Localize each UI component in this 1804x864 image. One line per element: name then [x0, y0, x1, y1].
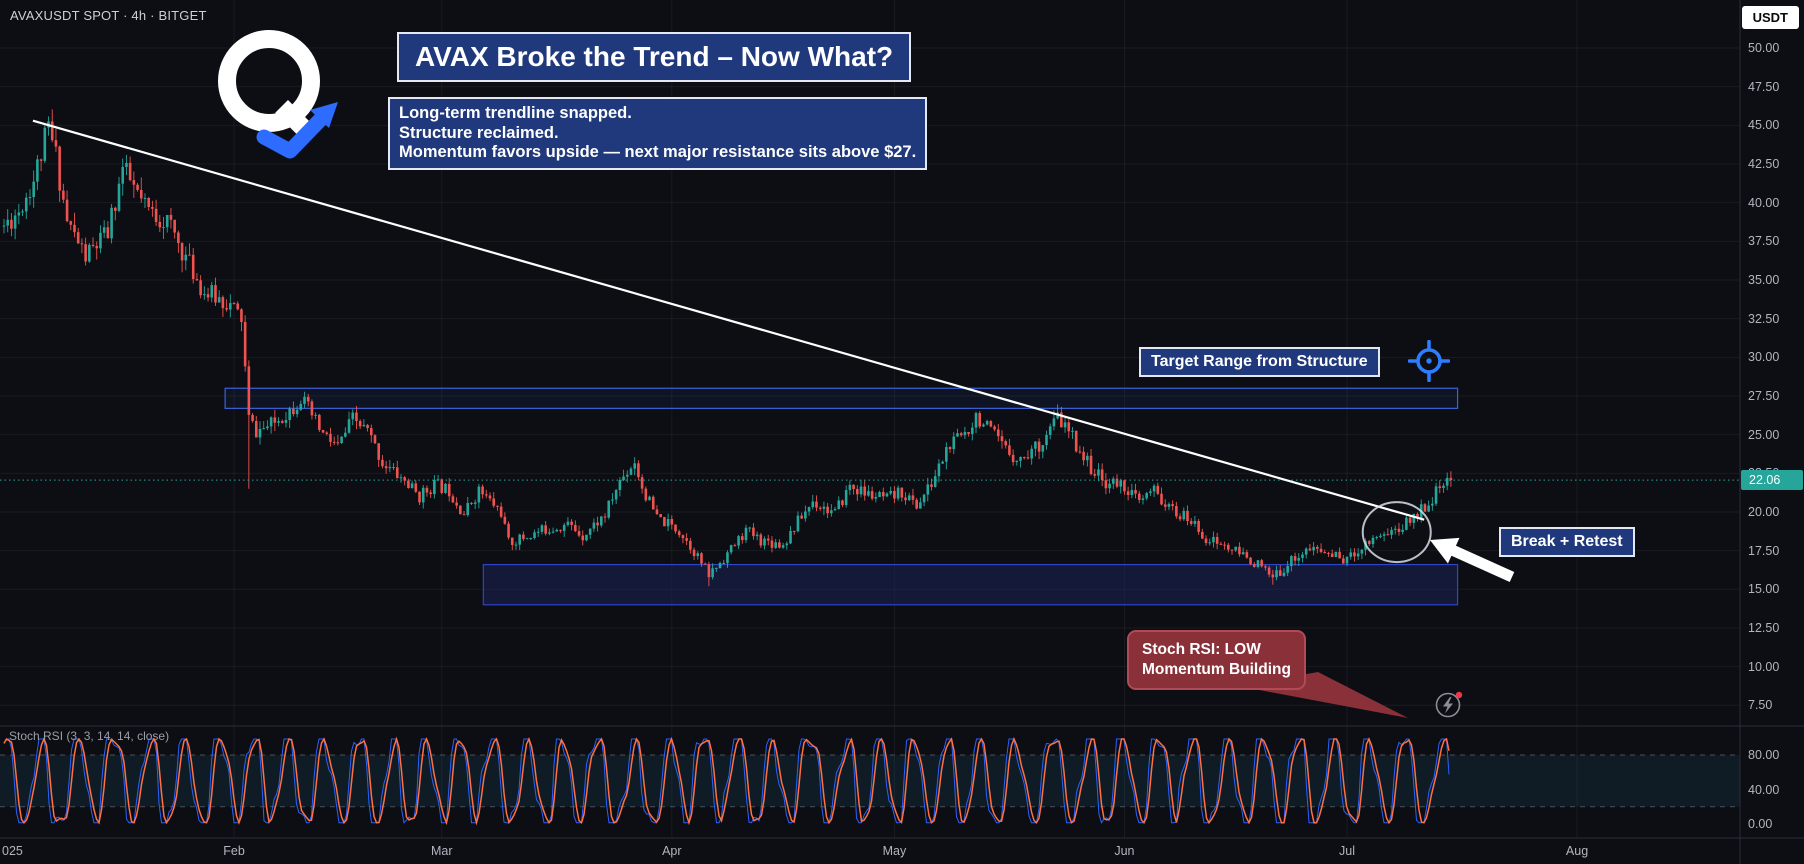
price-tick: 10.00 [1748, 659, 1780, 674]
price-tick: 40.00 [1748, 195, 1780, 210]
price-tick: 42.50 [1748, 156, 1780, 171]
time-tick: Jul [1339, 844, 1356, 858]
callout-line-1: Stoch RSI: LOW [1142, 641, 1261, 658]
chart-title: AVAX Broke the Trend – Now What? [397, 32, 912, 82]
lightning-bolt-icon[interactable] [1432, 687, 1466, 721]
trendline[interactable] [32, 119, 1425, 521]
current-price-badge: 22.06 [1741, 470, 1803, 491]
subtitle-line-3: Momentum favors upside — next major resi… [399, 143, 917, 161]
subtitle-line-1: Long-term trendline snapped. [399, 104, 632, 122]
stoch-rsi-callout: Stoch RSI: LOW Momentum Building [1127, 630, 1306, 690]
support-zone [482, 563, 1459, 606]
time-tick: Feb [223, 844, 245, 858]
price-tick: 45.00 [1748, 118, 1780, 133]
time-tick: May [882, 844, 907, 858]
crosshair-target-icon [1407, 339, 1451, 383]
price-tick: 17.50 [1748, 543, 1780, 558]
break-retest-circle [1361, 501, 1432, 564]
price-tick: 25.00 [1748, 427, 1780, 442]
break-arrow-head [1430, 537, 1460, 564]
target-range-label: Target Range from Structure [1139, 347, 1380, 377]
target-zone [224, 387, 1459, 409]
price-tick: 32.50 [1748, 311, 1780, 326]
price-tick: 37.50 [1748, 234, 1780, 249]
price-tick: 7.50 [1748, 698, 1773, 713]
price-tick: 27.50 [1748, 388, 1780, 403]
price-tick: 47.50 [1748, 79, 1780, 94]
subtitle-line-2: Structure reclaimed. [399, 123, 559, 142]
time-tick: Mar [431, 844, 453, 858]
symbol-info[interactable]: AVAXUSDT SPOT · 4h · BITGET [10, 8, 207, 23]
time-tick: Apr [662, 844, 682, 858]
q-arrow-logo [212, 24, 346, 160]
break-retest-label: Break + Retest [1499, 527, 1635, 557]
price-tick: 30.00 [1748, 350, 1780, 365]
time-tick: 025 [2, 844, 23, 858]
stoch-tick: 80.00 [1748, 748, 1780, 762]
stoch-tick: 40.00 [1748, 782, 1780, 797]
price-scale[interactable]: 50.00 47.50 45.00 42.50 40.00 37.50 35.00 32.50… [1740, 0, 1804, 864]
time-tick: Aug [1565, 844, 1589, 858]
currency-button[interactable]: USDT [1741, 6, 1799, 29]
price-tick: 12.50 [1748, 620, 1780, 635]
price-tick: 15.00 [1748, 582, 1780, 597]
price-tick: 35.00 [1748, 272, 1780, 287]
chart-subtitle: Long-term trendline snapped. Structure r… [388, 97, 928, 170]
stoch-indicator-label[interactable]: Stoch RSI (3, 3, 14, 14, close) [9, 729, 170, 743]
time-tick: Jun [1114, 844, 1135, 858]
callout-line-2: Momentum Building [1142, 661, 1291, 678]
time-scale[interactable]: 025 Feb Mar Apr May Jun Jul Aug [0, 838, 1740, 864]
price-tick: 20.00 [1748, 504, 1780, 519]
stoch-d-line [3, 736, 1450, 826]
candles[interactable] [2, 109, 1453, 587]
break-arrow-shaft [1445, 543, 1515, 583]
price-tick: 50.00 [1748, 41, 1780, 55]
stoch-tick: 0.00 [1748, 817, 1773, 831]
